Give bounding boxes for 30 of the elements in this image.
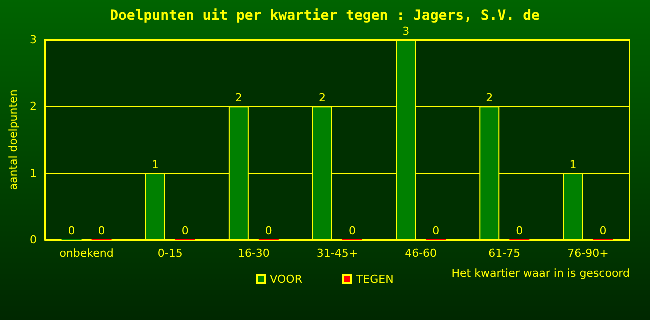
data-label: 2 (235, 92, 242, 105)
data-label: 3 (402, 25, 410, 38)
data-label: 2 (486, 92, 494, 105)
data-label: 2 (319, 92, 326, 105)
x-tick-label: 46-60 (405, 247, 438, 260)
data-label: 0 (432, 224, 440, 238)
x-axis-title: Het kwartier waar in is gescoord (452, 267, 630, 280)
legend-label: TEGEN (355, 273, 394, 286)
y-tick-label: 2 (30, 100, 37, 114)
x-tick-label: 0-15 (158, 247, 183, 260)
y-tick-label: 3 (30, 34, 37, 46)
x-tick-label: 76-90+ (568, 247, 609, 260)
data-label: 0 (68, 224, 76, 238)
data-label: 1 (152, 158, 159, 172)
data-label: 0 (98, 224, 106, 238)
x-tick-label: 61-75 (488, 247, 521, 260)
data-label: 1 (570, 158, 577, 172)
y-tick-label: 1 (30, 166, 37, 180)
data-label: 0 (600, 224, 607, 238)
data-label: 0 (349, 224, 356, 238)
y-axis-title: aantal doelpunten (7, 90, 20, 190)
y-tick-label: 0 (30, 234, 37, 246)
data-label: 0 (182, 224, 189, 238)
x-tick-label: onbekend (60, 247, 114, 260)
legend-label: VOOR (270, 273, 303, 286)
data-label: 0 (516, 224, 524, 238)
data-label: 0 (265, 224, 272, 238)
x-tick-label: 31-45+ (316, 247, 358, 260)
chart-title: Doelpunten uit per kwartier tegen : Jagers, S.V. de (110, 8, 540, 24)
x-tick-label: 16-30 (238, 247, 270, 260)
